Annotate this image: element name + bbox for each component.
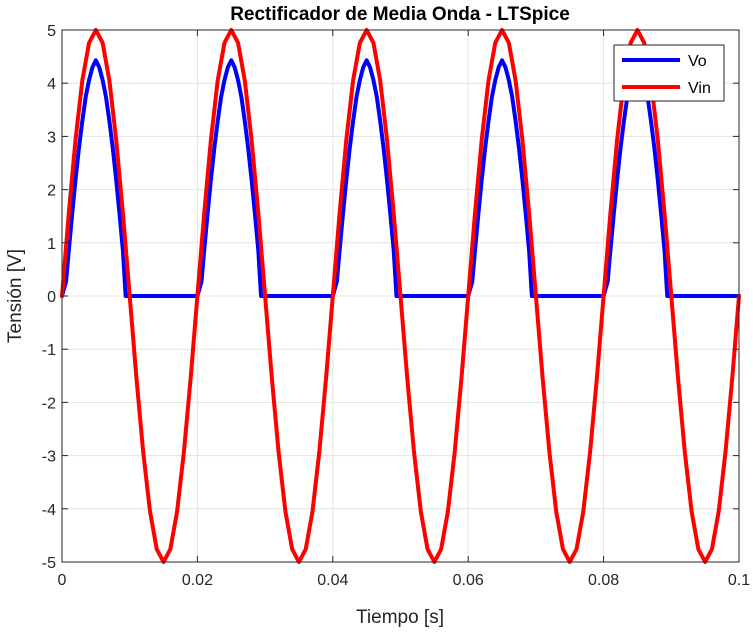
y-tick-label: 2	[47, 183, 56, 200]
y-tick-label: 4	[47, 76, 56, 93]
y-tick-label: -5	[42, 555, 56, 572]
y-tick-label: 3	[47, 129, 56, 146]
legend-box	[613, 44, 725, 102]
legend-label-vo: Vo	[688, 53, 707, 70]
tick-labels: 0 0.02 0.04 0.06 0.08 0.1 5 4 3 2 1 0 -1 -2 -3 -4 -5	[42, 23, 750, 589]
y-tick-label: 5	[47, 23, 56, 40]
x-tick-label: 0.04	[317, 572, 348, 589]
x-tick-label: 0.02	[182, 572, 213, 589]
series-line-vo	[60, 58, 741, 298]
x-tick-label: 0.1	[728, 572, 750, 589]
chart-title: Rectificador de Media Onda - LTSpice	[230, 4, 570, 25]
x-tick-label: 0	[58, 572, 67, 589]
y-tick-label: -4	[42, 502, 56, 519]
y-tick-label: -1	[42, 342, 56, 359]
y-axis-title: Tensión [V]	[5, 249, 26, 343]
x-tick-label: 0.06	[453, 572, 484, 589]
y-tick-label: -3	[42, 449, 56, 466]
y-tick-label: 0	[47, 289, 56, 306]
legend-label-vin: Vin	[688, 80, 711, 97]
y-tick-label: -2	[42, 395, 56, 412]
legend[interactable]: Vo Vin	[613, 44, 725, 102]
x-axis-title: Tiempo [s]	[356, 607, 444, 628]
y-tick-label: 1	[47, 236, 56, 253]
x-tick-label: 0.08	[588, 572, 619, 589]
ticks	[61, 29, 740, 563]
